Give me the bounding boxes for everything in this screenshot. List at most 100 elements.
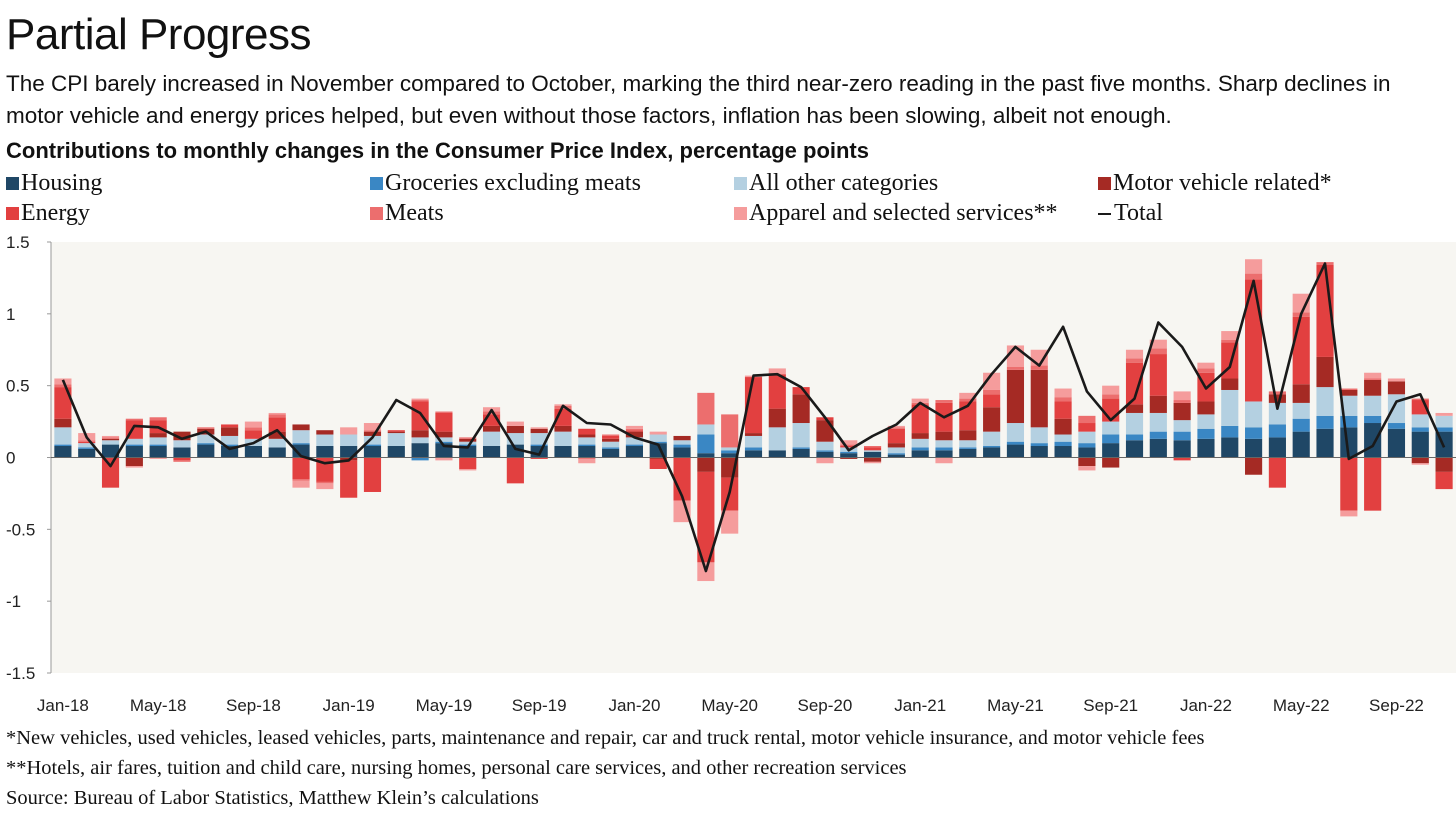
bar-segment [649,458,667,469]
bar-segment [125,466,143,468]
x-tick-label: Jan-18 [37,696,89,715]
bar-segment [530,433,548,445]
bar-segment [101,438,120,441]
bar-segment [1030,443,1048,447]
bar-segment [1316,264,1334,357]
bar-segment [578,428,596,435]
bar-segment [744,433,763,436]
bar-segment [1221,389,1239,426]
bar-segment [244,430,262,439]
bar-segment [744,447,763,451]
bar-segment [1245,438,1263,458]
y-tick-label: 0.5 [6,377,30,396]
bar-segment [1340,457,1358,511]
bar-segment [602,441,620,448]
bar-segment [1102,443,1120,458]
bar-segment [816,441,834,451]
bar-segment [435,437,453,442]
bar-segment [673,435,691,441]
bar-segment [578,437,596,445]
legend-label-total: Total [1114,200,1163,226]
bar-segment [244,427,262,431]
bar-segment [149,457,167,459]
bar-segment [792,387,810,395]
bar-segment [816,450,834,452]
bar-segment [1411,427,1429,432]
bar-segment [1245,401,1263,428]
bar-segment [1197,362,1215,369]
bar-segment [459,468,477,471]
bar-segment [54,444,72,447]
bar-segment [649,434,667,442]
bar-segment [173,447,191,458]
bar-segment [411,443,429,458]
bar-segment [1078,415,1096,424]
bar-segment [887,443,905,448]
bar-segment [530,457,548,459]
bar-segment [173,457,191,461]
bar-segment [1411,414,1429,428]
bar-segment [173,431,191,441]
bar-segment [1173,402,1191,421]
bar-segment [459,441,477,445]
bar-segment [959,448,977,458]
y-tick-label: 0 [6,449,15,468]
bar-segment [578,434,596,438]
bar-segment [435,441,453,444]
bar-segment [1221,425,1239,438]
bar-segment [1054,388,1072,398]
legend-label-other: All other categories [749,170,939,196]
bar-segment [863,450,882,452]
bar-segment [602,448,620,458]
bar-segment [1173,457,1191,461]
bar-segment [1292,402,1310,419]
bar-segment [1221,331,1239,340]
bar-segment [1411,463,1429,465]
bar-segment [1149,412,1167,432]
bar-segment [482,425,501,432]
bar-segment [1149,395,1167,413]
bar-segment [1006,423,1025,442]
bar-segment [1054,434,1072,442]
bar-segment [506,421,524,426]
bar-segment [721,447,739,451]
bar-segment [482,414,501,426]
bar-segment [768,450,786,458]
bar-segment [78,441,96,444]
legend-item-housing: Housing [6,170,102,197]
bar-segment [1125,434,1144,441]
bar-segment [578,458,596,464]
bar-segment [435,411,453,413]
legend-item-energy: Energy [6,200,90,227]
bar-segment [1173,400,1191,403]
bar-segment [649,441,667,444]
bar-segment [887,425,905,428]
bar-segment [1125,404,1144,413]
bar-segment [54,387,72,419]
bar-segment [1245,427,1263,439]
total-line [61,262,1446,573]
bar-segment [340,434,358,447]
bar-segment [244,421,262,428]
bar-segment [482,411,501,415]
bar-segment [1435,471,1453,490]
bar-segment [268,438,286,448]
bar-segment [1245,273,1263,280]
bar-segment [1102,434,1120,444]
bar-segment [983,447,1001,458]
bar-segment [792,447,810,449]
bar-segment [1387,378,1406,382]
bar-segment [435,457,453,461]
footnote-motor-vehicle: *New vehicles, used vehicles, leased veh… [6,727,1205,749]
bar-segment [78,440,96,442]
bar-segment [1340,415,1358,428]
bar-segment [816,420,834,442]
bar-segment [411,437,429,444]
bar-segment [1197,438,1215,458]
bar-segment [1316,428,1334,458]
bar-segment [1173,440,1191,458]
bar-segment [78,447,96,449]
bar-segment [435,431,453,438]
bar-segment [1125,349,1144,359]
